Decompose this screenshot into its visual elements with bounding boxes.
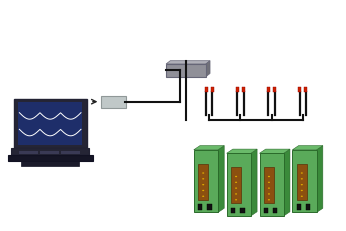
FancyBboxPatch shape <box>21 162 79 166</box>
Circle shape <box>268 199 270 201</box>
Bar <box>198 204 202 210</box>
Bar <box>297 204 301 210</box>
Circle shape <box>235 188 237 189</box>
FancyBboxPatch shape <box>194 150 218 213</box>
Circle shape <box>202 196 204 197</box>
Bar <box>40 151 59 154</box>
Bar <box>19 151 38 154</box>
Polygon shape <box>218 146 224 213</box>
Bar <box>240 208 245 213</box>
Circle shape <box>202 190 204 191</box>
Circle shape <box>268 176 270 177</box>
Bar <box>211 88 214 93</box>
Polygon shape <box>194 146 224 150</box>
FancyBboxPatch shape <box>264 167 274 204</box>
Polygon shape <box>251 149 257 216</box>
Circle shape <box>301 173 303 174</box>
Circle shape <box>301 178 303 180</box>
Polygon shape <box>317 146 323 213</box>
Bar <box>273 208 277 213</box>
Circle shape <box>268 182 270 183</box>
Circle shape <box>202 184 204 185</box>
Polygon shape <box>284 149 290 216</box>
Bar <box>61 151 80 154</box>
Circle shape <box>301 196 303 197</box>
Circle shape <box>202 178 204 180</box>
FancyBboxPatch shape <box>11 148 89 155</box>
FancyBboxPatch shape <box>231 167 241 204</box>
Bar <box>304 88 307 93</box>
Bar <box>264 208 268 213</box>
Circle shape <box>268 188 270 189</box>
Circle shape <box>202 173 204 174</box>
Bar <box>306 204 310 210</box>
Polygon shape <box>166 61 210 65</box>
Polygon shape <box>260 149 290 154</box>
FancyBboxPatch shape <box>18 102 82 146</box>
FancyBboxPatch shape <box>14 100 86 148</box>
Polygon shape <box>292 146 323 150</box>
Circle shape <box>235 193 237 195</box>
FancyBboxPatch shape <box>292 150 317 213</box>
Circle shape <box>235 176 237 177</box>
FancyBboxPatch shape <box>260 154 284 216</box>
Bar <box>205 88 208 93</box>
Bar <box>236 88 239 93</box>
FancyBboxPatch shape <box>297 164 307 200</box>
Polygon shape <box>227 149 257 154</box>
Circle shape <box>268 193 270 195</box>
Bar <box>267 88 270 93</box>
FancyBboxPatch shape <box>198 164 208 200</box>
Bar <box>298 88 301 93</box>
FancyBboxPatch shape <box>101 96 126 108</box>
Circle shape <box>235 182 237 183</box>
FancyBboxPatch shape <box>166 65 206 77</box>
Bar <box>242 88 245 93</box>
Circle shape <box>301 184 303 185</box>
Bar <box>207 204 212 210</box>
Circle shape <box>235 199 237 201</box>
Circle shape <box>301 190 303 191</box>
Bar <box>273 88 276 93</box>
Bar <box>231 208 235 213</box>
Polygon shape <box>206 61 210 77</box>
FancyBboxPatch shape <box>8 155 93 162</box>
FancyBboxPatch shape <box>227 154 251 216</box>
